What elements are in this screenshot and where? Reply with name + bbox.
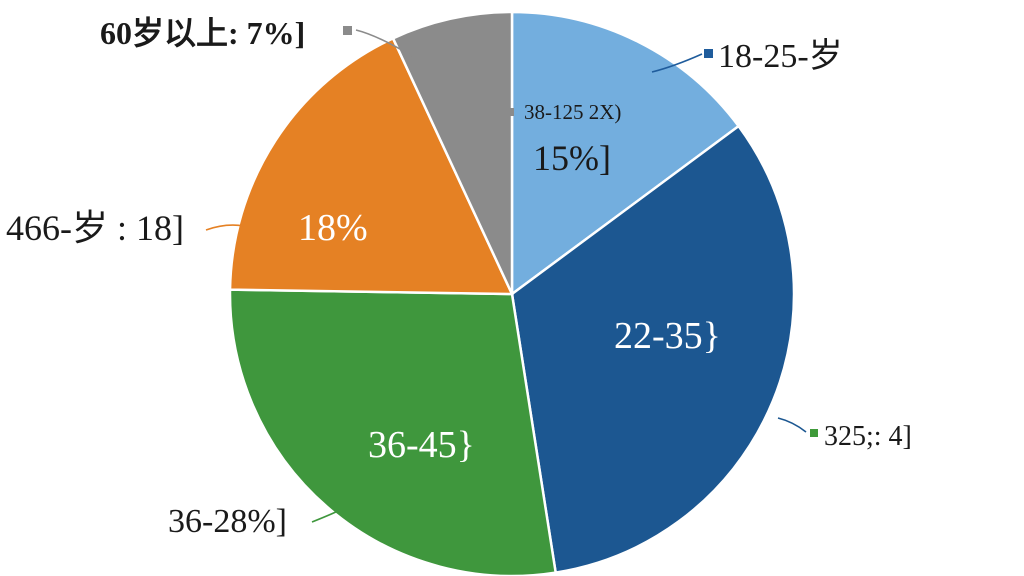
outer-label-46: 466-岁 : 18] — [6, 208, 184, 248]
pie-slice-60-plus — [391, 10, 514, 295]
legend-marker-18-25 — [704, 49, 713, 58]
slice-inner-label-46: 18% — [298, 207, 368, 249]
leader-46 — [205, 224, 245, 231]
pie-slice-18-25 — [510, 10, 741, 297]
outer-label-36-28: 36-28%] — [168, 503, 287, 540]
legend-marker-inner-sub — [506, 108, 514, 116]
pie-slice-36-45 — [228, 288, 558, 576]
slice-inner-label-22-35: 22-35} — [614, 315, 721, 357]
pie-slice-46 — [228, 36, 514, 296]
slice-inner-label-18-25: 15%] — [533, 138, 611, 178]
outer-label-325: 325;: 4] — [824, 421, 912, 452]
pie-slices — [228, 10, 796, 576]
leader-36-28 — [311, 509, 341, 523]
pie-slice-22-35 — [510, 124, 796, 575]
leader-lines — [205, 29, 807, 523]
outer-label-60-plus: 60岁以上: 7%] — [100, 15, 305, 51]
slice-inner-sublabel-18-25: 38-125 2X) — [524, 100, 621, 124]
leader-325 — [777, 417, 807, 433]
leader-60-plus — [355, 29, 413, 57]
legend-marker-325 — [810, 429, 818, 437]
outer-label-18-25: 18-25-岁 — [718, 37, 843, 75]
legend-marker-60-plus — [343, 26, 352, 35]
leader-18-25 — [651, 53, 703, 73]
slice-inner-label-36-45: 36-45} — [368, 424, 475, 466]
